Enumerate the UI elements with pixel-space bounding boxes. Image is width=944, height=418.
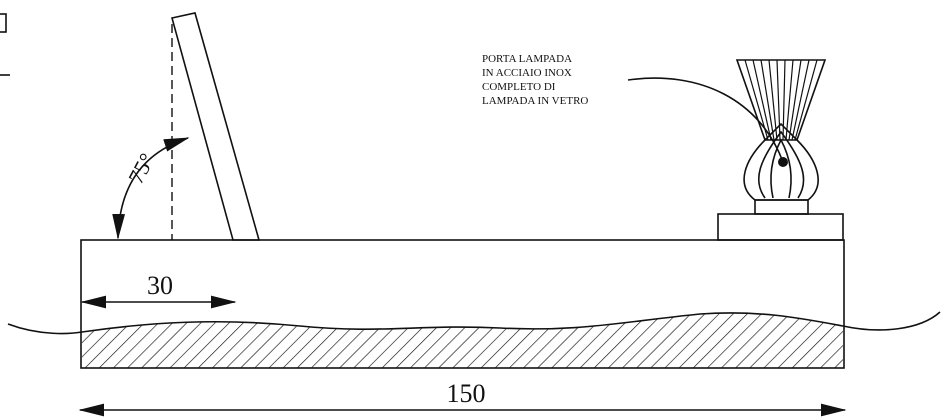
tilted-slab <box>171 12 261 241</box>
annotation-line: PORTA LAMPADA <box>482 53 572 65</box>
corner-box <box>0 13 7 33</box>
lamp-shade <box>735 59 827 141</box>
leader-line <box>627 77 784 163</box>
lamp-holder <box>743 122 819 201</box>
shade-ribs <box>744 59 818 141</box>
annotation-line: COMPLETO DI <box>482 81 556 93</box>
lamp-bulb-inner <box>770 138 792 199</box>
lamp-bulb <box>757 130 805 199</box>
ground-line <box>7 311 941 335</box>
lamp-base <box>717 213 844 241</box>
annotation-line: LAMPADA IN VETRO <box>482 95 588 107</box>
lamp-socket <box>754 199 809 215</box>
dimension-label: 150 <box>447 379 486 408</box>
dimension-label: 30 <box>147 271 173 300</box>
annotation: PORTA LAMPADA IN ACCIAIO INOX COMPLETO D… <box>482 53 588 107</box>
annotation-line: IN ACCIAIO INOX <box>482 67 572 79</box>
angle-arc <box>112 137 190 240</box>
hatched-section <box>82 312 843 368</box>
